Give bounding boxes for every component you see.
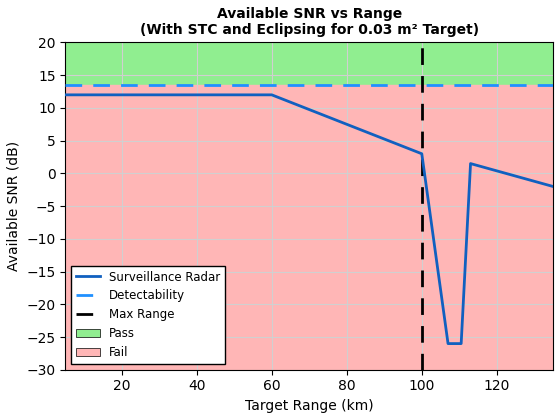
Legend: Surveillance Radar, Detectability, Max Range, Pass, Fail: Surveillance Radar, Detectability, Max R… xyxy=(71,266,225,364)
Title: Available SNR vs Range
(With STC and Eclipsing for 0.03 m² Target): Available SNR vs Range (With STC and Ecl… xyxy=(139,7,479,37)
X-axis label: Target Range (km): Target Range (km) xyxy=(245,399,374,413)
Y-axis label: Available SNR (dB): Available SNR (dB) xyxy=(7,141,21,271)
